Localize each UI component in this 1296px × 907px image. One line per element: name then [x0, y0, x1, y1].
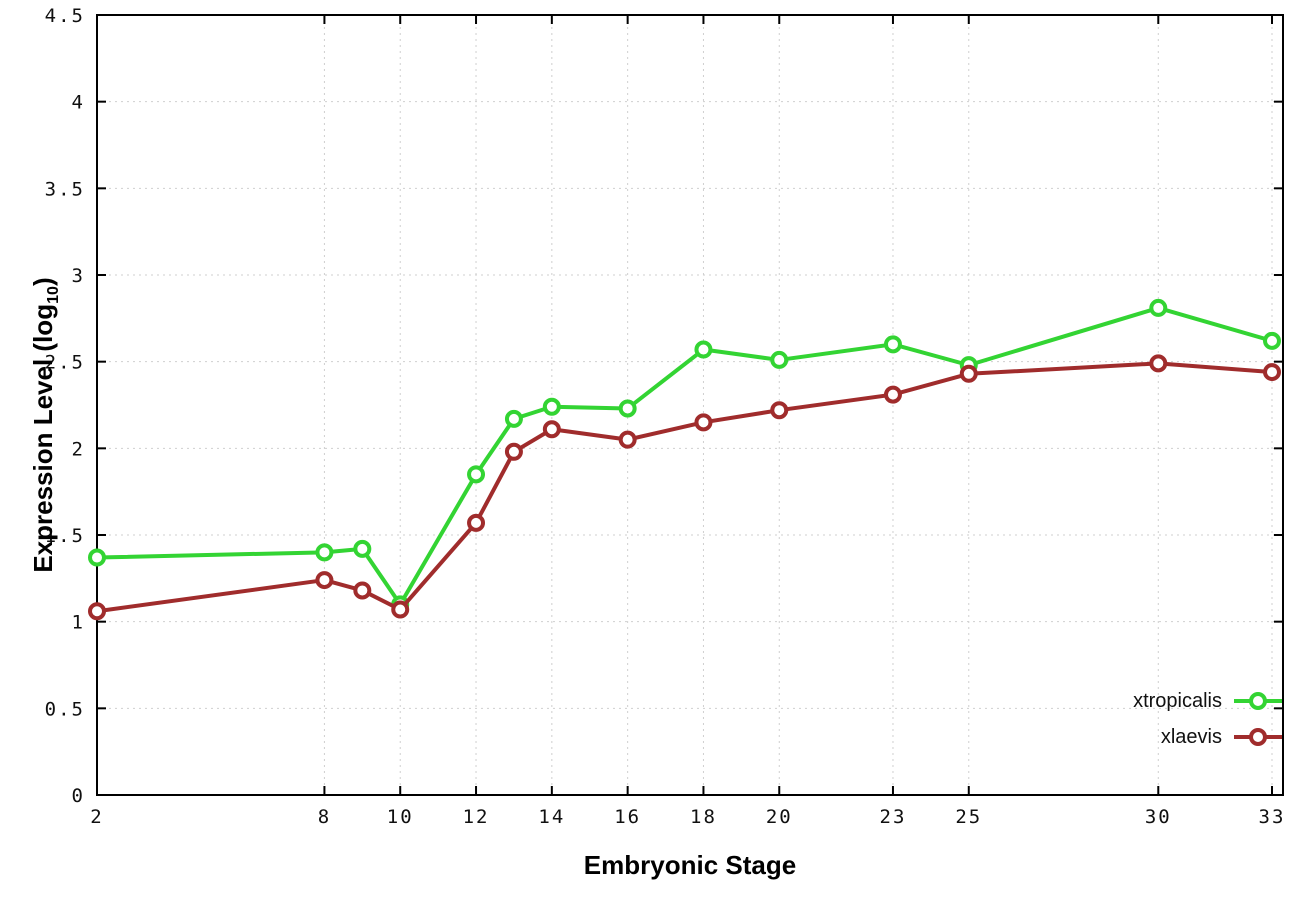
data-point-xtropicalis-stage-30	[1149, 298, 1168, 317]
y-axis-label-subscript: 10	[44, 286, 63, 304]
plot-border	[96, 14, 1284, 796]
data-point-xlaevis-stage-2	[88, 602, 106, 621]
data-point-xtropicalis-stage-9	[353, 539, 372, 558]
y-axis-label-text: Expression Level (log	[28, 303, 58, 573]
legend-marker-xlaevis	[1234, 728, 1282, 746]
series-line-xtropicalis	[95, 305, 1274, 607]
x-axis-label: Embryonic Stage	[583, 850, 797, 880]
x-tick-label: 8	[318, 806, 331, 828]
x-tick-label: 16	[614, 806, 641, 828]
y-tick-labels: 0 0.5 1 1.5 2 2.5 3 3.5 4 4.5	[45, 5, 85, 807]
legend-item-xlaevis: xlaevis	[1133, 722, 1284, 752]
y-tick-label: 0.5	[45, 698, 85, 720]
data-point-xlaevis-stage-30	[1149, 354, 1168, 373]
legend-label-xlaevis: xlaevis	[1160, 725, 1222, 748]
data-point-xlaevis-stage-12	[467, 513, 486, 532]
x-tick-label: 30	[1145, 806, 1172, 828]
data-point-xtropicalis-stage-13	[504, 409, 523, 428]
y-tick-label: 2	[72, 438, 85, 460]
data-point-xtropicalis-stage-20	[770, 350, 789, 369]
data-point-xtropicalis-stage-8	[315, 543, 334, 562]
x-tick-label: 33	[1259, 806, 1286, 828]
y-tick-label: 2.5	[45, 352, 85, 374]
data-point-xtropicalis-stage-23	[883, 335, 902, 354]
data-point-xlaevis-stage-23	[883, 385, 902, 404]
data-point-xlaevis-stage-8	[315, 571, 334, 590]
data-point-xtropicalis-stage-2	[88, 548, 106, 567]
x-tick-label: 25	[955, 806, 982, 828]
data-point-xlaevis-stage-18	[694, 413, 713, 432]
y-tick-label: 1.5	[45, 525, 85, 547]
data-point-xlaevis-stage-13	[504, 442, 523, 461]
y-axis-label: Expression Level (log10)	[28, 277, 63, 572]
legend-marker-xtropicalis	[1234, 692, 1282, 710]
legend: xtropicalis xlaevis	[1133, 686, 1284, 758]
data-point-xtropicalis-stage-18	[694, 340, 713, 359]
data-point-xtropicalis-stage-33	[1263, 331, 1281, 350]
x-tick-label: 20	[766, 806, 793, 828]
data-point-xlaevis-stage-14	[542, 420, 561, 439]
data-point-xlaevis-stage-10	[391, 600, 410, 619]
series-xtropicalis	[88, 298, 1281, 614]
data-point-xlaevis-stage-9	[353, 581, 372, 600]
x-tick-label: 2	[90, 806, 103, 828]
data-point-xlaevis-stage-16	[618, 430, 637, 449]
x-tick-labels: 2 8 10 12 14 16 18 20 23 25 30 33	[90, 806, 1286, 828]
data-point-xlaevis-stage-20	[770, 401, 789, 420]
y-tick-label: 3	[72, 265, 85, 287]
y-tick-label: 4	[72, 92, 85, 114]
x-tick-label: 23	[880, 806, 907, 828]
x-tick-label: 18	[690, 806, 717, 828]
y-axis-label-close: )	[28, 277, 58, 286]
y-tick-label: 1	[72, 612, 85, 634]
axis-ticks	[96, 14, 1283, 796]
data-point-xtropicalis-stage-12	[467, 465, 486, 484]
legend-label-xtropicalis: xtropicalis	[1133, 689, 1222, 712]
y-tick-label: 0	[72, 785, 85, 807]
gridlines	[96, 14, 1283, 796]
data-point-xlaevis-stage-25	[959, 364, 978, 383]
x-tick-label: 12	[463, 806, 490, 828]
legend-item-xtropicalis: xtropicalis	[1133, 686, 1284, 716]
data-point-xtropicalis-stage-16	[618, 399, 637, 418]
series-xlaevis	[88, 354, 1281, 621]
data-point-xlaevis-stage-33	[1263, 363, 1281, 382]
y-tick-label: 3.5	[45, 178, 85, 200]
x-tick-label: 14	[538, 806, 565, 828]
series-line-xlaevis	[95, 361, 1274, 614]
x-tick-label: 10	[387, 806, 414, 828]
y-tick-label: 4.5	[45, 5, 85, 27]
data-point-xtropicalis-stage-14	[542, 397, 561, 416]
